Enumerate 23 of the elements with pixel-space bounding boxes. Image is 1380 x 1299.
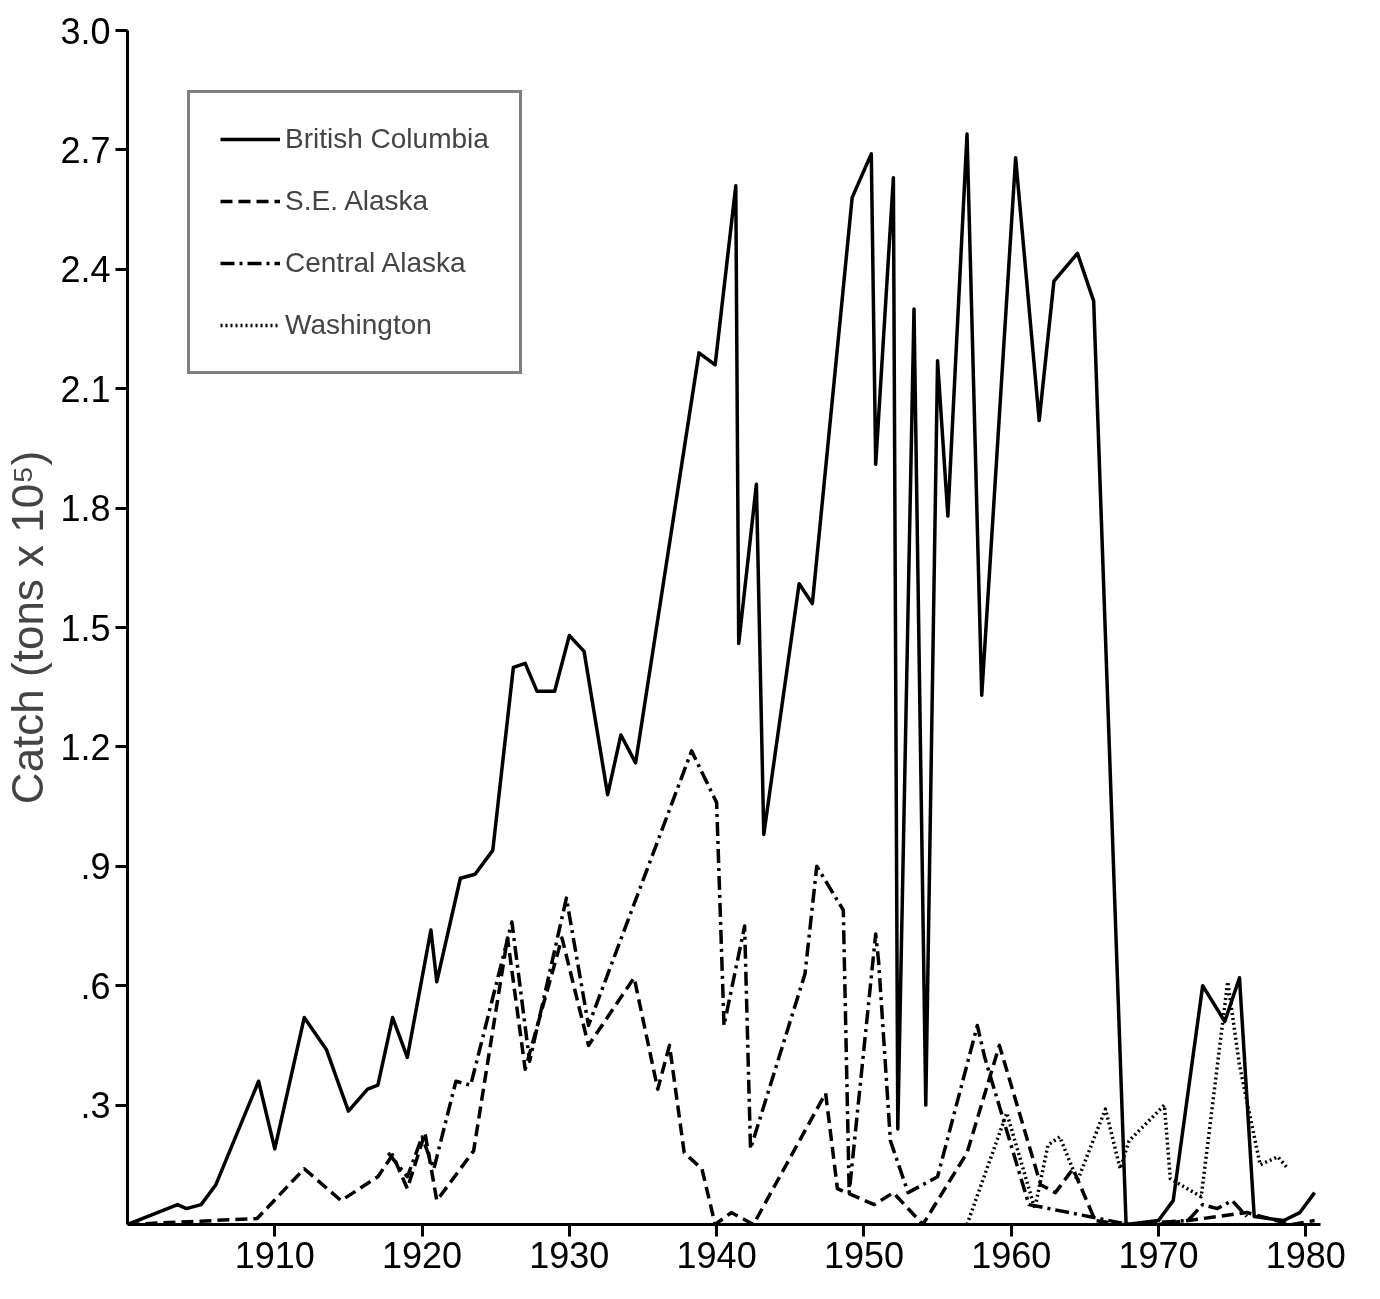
y-tick-label: 2.4 [60,249,111,291]
legend-label: S.E. Alaska [285,185,429,217]
y-axis-title: Catch (tons x 10⁵) [3,450,53,805]
x-tick-label: 1980 [1265,1234,1346,1276]
y-tick-label: 1.5 [60,607,111,649]
legend-label: British Columbia [285,123,489,155]
x-tick-label: 1930 [529,1234,610,1276]
x-tick-label: 1940 [676,1234,757,1276]
x-tick-label: 1960 [971,1234,1052,1276]
y-tick-label: .6 [80,965,111,1007]
legend-label: Washington [285,309,432,341]
y-tick-label: .9 [80,846,111,888]
y-tick-label: 1.2 [60,726,111,768]
y-tick-label: 2.1 [60,368,111,410]
y-tick-label: .3 [80,1085,111,1127]
x-tick-label: 1950 [823,1234,904,1276]
y-tick-label: 2.7 [60,129,111,171]
y-tick-label: 3.0 [60,10,111,52]
x-tick-label: 1970 [1118,1234,1199,1276]
legend-label: Central Alaska [285,247,466,279]
y-tick-label: 1.8 [60,488,111,530]
x-tick-label: 1920 [382,1234,463,1276]
x-tick-label: 1910 [234,1234,315,1276]
